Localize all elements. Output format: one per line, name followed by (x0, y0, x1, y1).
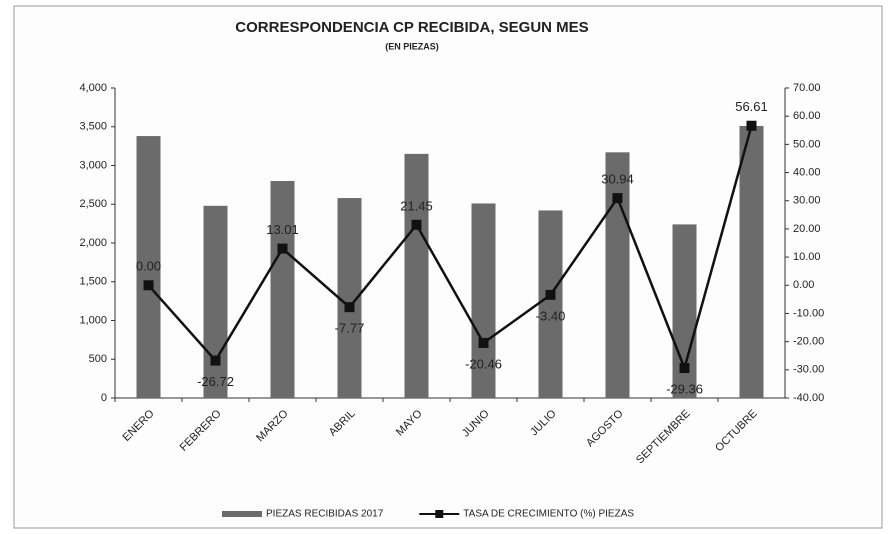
chart-title: CORRESPONDENCIA CP RECIBIDA, SEGUN MES (235, 19, 588, 36)
y2-tick-label: 40.00 (793, 166, 821, 178)
y2-tick-label: 20.00 (793, 223, 821, 235)
line-marker (344, 302, 355, 313)
bar (203, 205, 228, 398)
line-marker (411, 219, 422, 230)
legend-swatch-marker (435, 510, 444, 518)
y2-tick-label: 50.00 (793, 138, 821, 150)
bar (270, 181, 295, 398)
data-label: -7.77 (335, 321, 365, 336)
y-tick-label: 1,500 (79, 276, 107, 288)
y2-tick-label: 10.00 (793, 251, 821, 263)
y-tick-label: 2,000 (79, 237, 107, 249)
data-label: 56.61 (735, 99, 768, 114)
y2-tick-label: -20.00 (793, 336, 824, 348)
y-tick-label: 3,000 (79, 159, 107, 171)
bar (538, 210, 563, 398)
y2-tick-label: -10.00 (793, 307, 824, 319)
y-tick-label: 0 (101, 392, 107, 404)
y-tick-label: 3,500 (79, 121, 107, 133)
data-label: 21.45 (400, 198, 433, 213)
data-label: 30.94 (601, 172, 634, 187)
line-marker (277, 243, 288, 254)
bar (404, 153, 429, 398)
y2-tick-label: 60.00 (793, 110, 821, 122)
y2-tick-label: -30.00 (793, 364, 824, 376)
legend-swatch (222, 511, 262, 517)
data-label: -3.40 (536, 308, 566, 323)
y-tick-label: 1,000 (79, 314, 107, 326)
y-tick-label: 500 (89, 353, 107, 365)
line-marker (612, 193, 623, 204)
line-marker (143, 280, 154, 291)
line-marker (478, 337, 489, 348)
line-marker (746, 120, 757, 131)
y-tick-label: 4,000 (79, 82, 107, 94)
y2-tick-label: 70.00 (793, 82, 821, 94)
legend-label: PIEZAS RECIBIDAS 2017 (266, 509, 384, 520)
data-label: -20.46 (465, 356, 502, 371)
data-label: -29.36 (666, 381, 703, 396)
y2-tick-label: 0.00 (793, 279, 814, 291)
data-label: -26.72 (197, 374, 234, 389)
legend-label: TASA DE CRECIMIENTO (%) PIEZAS (463, 509, 634, 520)
bar (739, 125, 764, 398)
bar (605, 152, 630, 398)
bar (471, 203, 496, 398)
line-marker (679, 363, 690, 374)
y-tick-label: 2,500 (79, 198, 107, 210)
chart-subtitle: (EN PIEZAS) (385, 41, 439, 51)
y2-tick-label: -40.00 (793, 392, 824, 404)
line-marker (210, 355, 221, 366)
data-label: 13.01 (266, 222, 299, 237)
data-label: 0.00 (136, 259, 161, 274)
line (147, 125, 753, 372)
y2-tick-label: 30.00 (793, 195, 821, 207)
line-marker (545, 289, 556, 300)
bar (136, 136, 161, 399)
